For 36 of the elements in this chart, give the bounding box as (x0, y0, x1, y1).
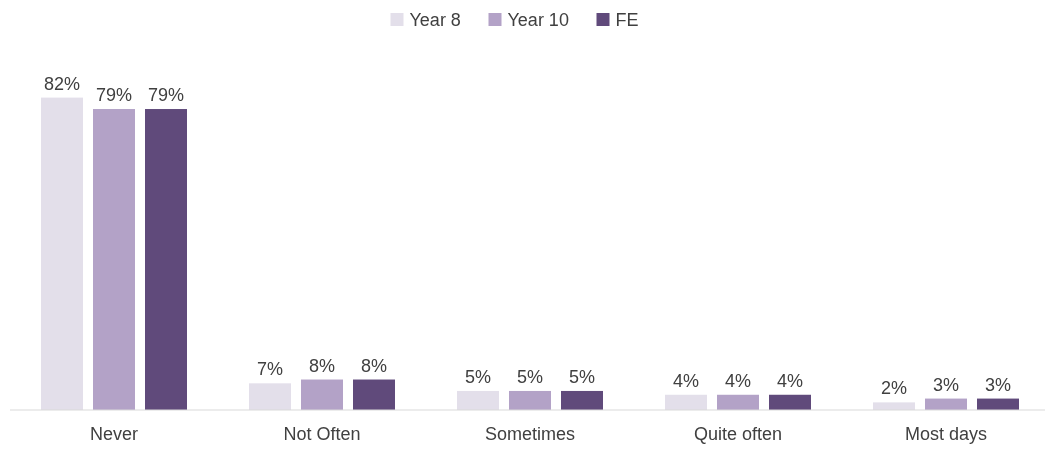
bar (301, 379, 343, 410)
data-label: 79% (95, 85, 133, 106)
bar (41, 97, 83, 410)
data-label: 79% (147, 85, 185, 106)
data-label: 5% (516, 366, 544, 387)
bar (769, 394, 811, 410)
data-label: 4% (672, 370, 700, 391)
x-tick-label: Sometimes (484, 424, 576, 444)
bar (873, 402, 915, 410)
data-label: 8% (360, 355, 388, 376)
x-tick-label: Not Often (283, 424, 361, 444)
data-label: 3% (932, 374, 960, 395)
data-label: 5% (464, 366, 492, 387)
legend-label: Year 10 (507, 10, 569, 30)
bar (509, 390, 551, 410)
bar (353, 379, 395, 410)
legend-label: Year 8 (409, 10, 461, 30)
data-label: 3% (984, 374, 1012, 395)
bar (561, 390, 603, 410)
data-label: 4% (776, 370, 804, 391)
bar (665, 394, 707, 410)
x-tick-label: Quite often (693, 424, 783, 444)
data-label: 82% (43, 73, 81, 94)
bar (457, 390, 499, 410)
bar (93, 109, 135, 410)
data-label: 8% (308, 355, 336, 376)
data-label: 2% (880, 378, 908, 399)
x-tick-label: Most days (904, 424, 988, 444)
x-tick-label: Never (89, 424, 139, 444)
data-label: 5% (568, 366, 596, 387)
data-label: 7% (256, 359, 284, 380)
bar (717, 394, 759, 410)
data-label: 4% (724, 370, 752, 391)
bar (249, 383, 291, 410)
bar (145, 109, 187, 410)
legend-label: FE (615, 10, 639, 30)
